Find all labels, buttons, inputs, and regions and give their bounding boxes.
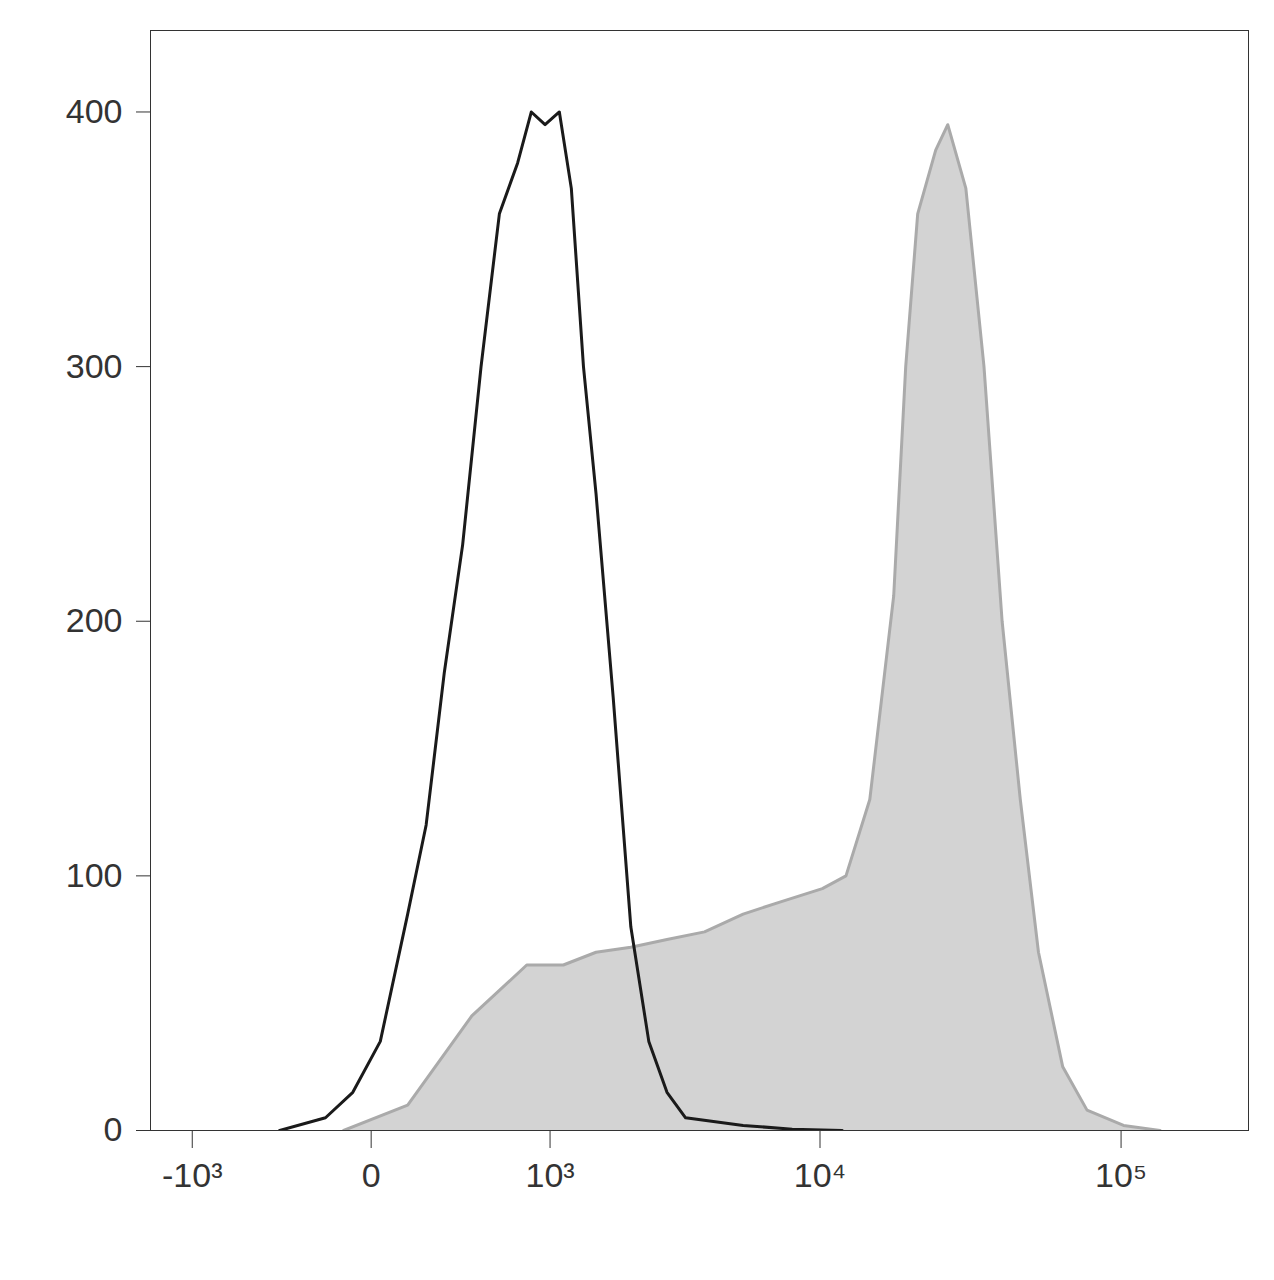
svg-text:10⁵: 10⁵ <box>1095 1156 1147 1194</box>
svg-text:10⁴: 10⁴ <box>794 1156 846 1194</box>
svg-text:100: 100 <box>66 856 123 894</box>
svg-text:0: 0 <box>104 1110 123 1148</box>
svg-text:0: 0 <box>362 1156 381 1194</box>
svg-text:-10³: -10³ <box>162 1156 222 1194</box>
svg-text:300: 300 <box>66 346 123 384</box>
svg-text:10³: 10³ <box>525 1156 574 1194</box>
svg-text:200: 200 <box>66 601 123 639</box>
svg-text:400: 400 <box>66 92 123 130</box>
